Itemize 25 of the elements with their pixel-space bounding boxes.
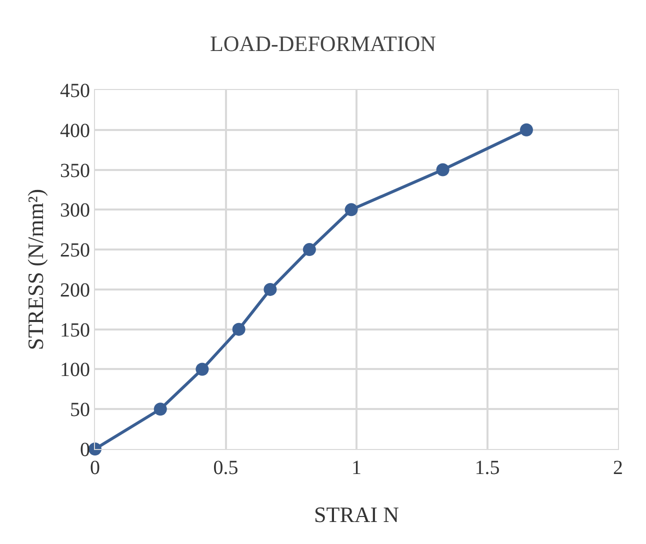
y-tick-label: 400: [60, 120, 90, 142]
point: [302, 243, 316, 256]
y-tick-label: 300: [60, 200, 90, 222]
y-tick-label: 0: [80, 439, 90, 461]
point: [232, 322, 246, 336]
x-tick-label: 2: [613, 457, 623, 479]
y-tick-label: 250: [60, 240, 90, 262]
y-tick-label: 150: [60, 319, 90, 342]
point: [436, 163, 450, 176]
point: [520, 123, 533, 136]
y-tick-label: 350: [60, 160, 90, 182]
x-tick-label: 1: [352, 457, 362, 479]
y-axis-title: STRESS (N/mm²): [22, 188, 48, 350]
point: [344, 203, 358, 216]
y-tick-label: 200: [60, 279, 90, 302]
point: [154, 402, 167, 416]
y-tick-label: 100: [60, 359, 90, 382]
x-axis-title: STRAI N: [314, 502, 400, 527]
point: [196, 362, 209, 376]
y-tick-label: 50: [70, 399, 90, 422]
y-tick-label: 450: [60, 80, 90, 102]
x-tick-label: 0.5: [213, 457, 238, 479]
point: [264, 282, 277, 296]
x-tick-label: 1.5: [474, 457, 500, 479]
chart-title: LOAD-DEFORMATION: [210, 30, 436, 56]
